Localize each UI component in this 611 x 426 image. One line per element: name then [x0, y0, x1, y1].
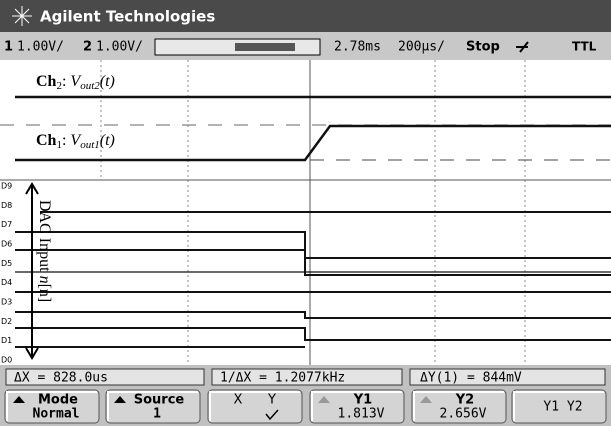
digital-axis-label: DAC Input n[n] — [36, 200, 53, 302]
ch2-num: 2 — [83, 40, 92, 55]
ch1-label: Ch1: Vout1(t) — [36, 132, 115, 151]
measurements: ΔX = 828.0us 1/ΔX = 1.2077kHz ΔY(1) = 84… — [6, 369, 605, 386]
digital-channel-label: D2 — [1, 317, 12, 326]
softkey-label: Y1 — [353, 393, 372, 408]
softkey-label: X — [234, 393, 243, 408]
run-state: Stop — [466, 40, 500, 55]
ch1-num: 1 — [4, 40, 13, 55]
digital-channel-label: D1 — [1, 336, 12, 345]
ch2-label: Ch2: Vout2(t) — [36, 73, 115, 92]
digital-channel-label: D4 — [1, 278, 12, 287]
brand: Agilent Technologies — [40, 8, 215, 26]
delta-y: ΔY(1) = 844mV — [420, 371, 522, 386]
timebase: 200µs/ — [398, 40, 445, 55]
ch1-scale: 1.00V/ — [17, 40, 64, 55]
digital-channel-label: D6 — [1, 240, 12, 249]
digital-channel-label: D7 — [1, 220, 12, 229]
softkey[interactable]: Y22.656V — [412, 390, 506, 423]
softkey-label: Y — [267, 393, 276, 408]
softkey-label: Y2 — [455, 393, 474, 408]
digital-channel-label: D8 — [1, 201, 12, 210]
softkey-face — [208, 390, 302, 423]
softkey-value: 1.813V — [338, 407, 385, 422]
digital-channel-label: D5 — [1, 259, 12, 268]
softkey-value: 2.656V — [440, 407, 487, 422]
softkey-label: Mode — [38, 393, 78, 408]
softkey-label: Y1 Y2 — [543, 400, 582, 415]
softkey-value: 1 — [153, 407, 161, 422]
scope-screen: Agilent Technologies 1 1.00V/ 2 1.00V/ 2… — [0, 0, 611, 426]
digital-channel-label: D0 — [1, 356, 12, 365]
softkey[interactable]: Y1 Y2 — [512, 390, 606, 423]
trigger-level: TTL — [572, 40, 597, 54]
digital-channel-label: D3 — [1, 298, 12, 307]
logo — [12, 6, 32, 26]
softkey-value: Normal — [33, 407, 80, 422]
svg-text:Ch2: Vout2(t): Ch2: Vout2(t) — [36, 73, 115, 92]
digital-channel-label: D9 — [1, 182, 12, 191]
softkey-label: Source — [134, 393, 185, 408]
svg-text:Ch1: Vout1(t): Ch1: Vout1(t) — [36, 132, 115, 151]
inv-delta-x: 1/ΔX = 1.2077kHz — [220, 371, 345, 386]
delay: 2.78ms — [334, 40, 381, 55]
softkey[interactable]: Y11.813V — [310, 390, 404, 423]
ch2-scale: 1.00V/ — [96, 40, 143, 55]
delta-x: ΔX = 828.0us — [14, 371, 108, 386]
